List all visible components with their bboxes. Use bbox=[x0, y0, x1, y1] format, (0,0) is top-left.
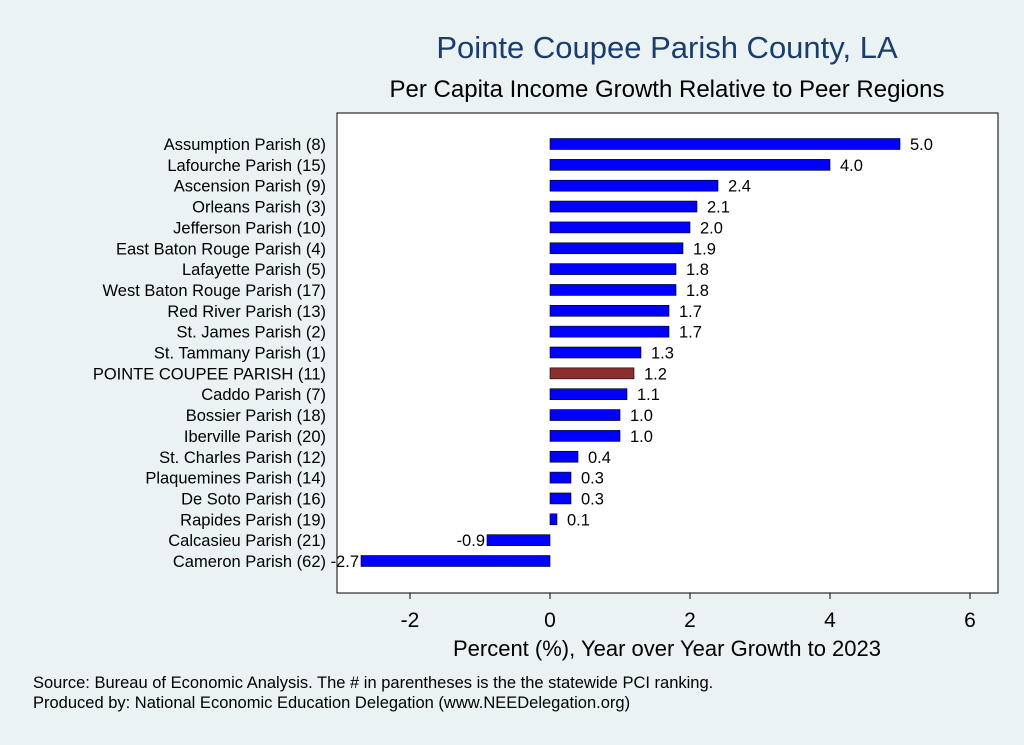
value-label: 1.8 bbox=[686, 261, 709, 279]
bar bbox=[549, 346, 642, 359]
value-label: 0.4 bbox=[588, 449, 611, 467]
category-label: St. James Parish (2) bbox=[177, 324, 326, 342]
category-label: POINTE COUPEE PARISH (11) bbox=[93, 365, 326, 383]
bar bbox=[549, 200, 698, 213]
value-label: 0.3 bbox=[581, 490, 604, 508]
category-label: Jefferson Parish (10) bbox=[173, 219, 326, 237]
bar bbox=[549, 430, 621, 442]
bar bbox=[549, 450, 579, 463]
x-tick-label: 6 bbox=[964, 609, 976, 632]
value-label: 1.2 bbox=[644, 365, 667, 383]
category-label: Orleans Parish (3) bbox=[192, 199, 326, 217]
chart-subtitle: Per Capita Income Growth Relative to Pee… bbox=[390, 76, 945, 103]
category-label: Calcasieu Parish (21) bbox=[168, 532, 326, 550]
bar bbox=[549, 221, 691, 234]
category-label: De Soto Parish (16) bbox=[181, 490, 326, 508]
value-label: 1.0 bbox=[630, 407, 653, 425]
category-label: Rapides Parish (19) bbox=[180, 511, 326, 529]
bar bbox=[549, 263, 677, 275]
x-tick-label: 2 bbox=[684, 609, 696, 632]
highlight-bar bbox=[549, 367, 635, 380]
bar bbox=[549, 471, 572, 484]
bar bbox=[486, 534, 551, 546]
value-label: 0.3 bbox=[581, 470, 604, 488]
category-label: Lafayette Parish (5) bbox=[182, 261, 326, 279]
bar bbox=[549, 242, 684, 255]
producer-footnote: Produced by: National Economic Education… bbox=[33, 694, 630, 712]
value-label: 1.3 bbox=[651, 345, 674, 363]
bar bbox=[549, 304, 670, 317]
category-label: Ascension Parish (9) bbox=[174, 178, 326, 196]
category-label: Bossier Parish (18) bbox=[186, 407, 326, 425]
bar bbox=[549, 388, 628, 401]
category-label: Assumption Parish (8) bbox=[164, 136, 326, 154]
category-label: Red River Parish (13) bbox=[167, 303, 326, 321]
value-label: 2.4 bbox=[728, 178, 751, 196]
value-label: 1.9 bbox=[693, 240, 716, 258]
x-tick-label: -2 bbox=[401, 609, 420, 632]
value-label: 2.0 bbox=[700, 219, 723, 237]
x-tick-label: 4 bbox=[824, 609, 836, 632]
bar bbox=[549, 284, 677, 296]
bar bbox=[549, 138, 901, 150]
plot-area bbox=[336, 112, 999, 594]
value-label: 1.1 bbox=[637, 386, 660, 404]
category-label: Cameron Parish (62) bbox=[173, 553, 326, 571]
bar bbox=[360, 555, 551, 567]
value-label: 1.7 bbox=[679, 324, 702, 342]
value-label: 5.0 bbox=[910, 136, 933, 154]
bar bbox=[549, 179, 719, 192]
value-label: 0.1 bbox=[567, 511, 590, 529]
bars-group: Assumption Parish (8) 5.0 Lafourche Parish… bbox=[93, 136, 933, 571]
bar bbox=[549, 325, 670, 338]
bar bbox=[549, 513, 558, 526]
source-footnote: Source: Bureau of Economic Analysis. The… bbox=[33, 674, 713, 692]
category-label: Iberville Parish (20) bbox=[184, 428, 326, 446]
category-label: Caddo Parish (7) bbox=[201, 386, 326, 404]
value-label: 1.8 bbox=[686, 282, 709, 300]
bar bbox=[549, 159, 831, 171]
value-label: 1.0 bbox=[630, 428, 653, 446]
category-label: Lafourche Parish (15) bbox=[167, 157, 326, 175]
category-label: St. Charles Parish (12) bbox=[159, 449, 326, 467]
category-label: St. Tammany Parish (1) bbox=[154, 345, 326, 363]
value-label: 4.0 bbox=[840, 157, 863, 175]
bar bbox=[549, 492, 572, 505]
value-label: 1.7 bbox=[679, 303, 702, 321]
value-label: 2.1 bbox=[707, 199, 730, 217]
x-axis: -2 0 2 4 6 bbox=[401, 593, 976, 632]
category-label: West Baton Rouge Parish (17) bbox=[103, 282, 326, 300]
category-label: Plaquemines Parish (14) bbox=[145, 470, 326, 488]
value-label: -0.9 bbox=[457, 532, 485, 550]
category-label: East Baton Rouge Parish (4) bbox=[116, 240, 326, 258]
x-axis-title: Percent (%), Year over Year Growth to 20… bbox=[453, 636, 881, 661]
chart-title: Pointe Coupee Parish County, LA bbox=[436, 30, 898, 65]
x-tick-label: 0 bbox=[544, 609, 556, 632]
value-label: -2.7 bbox=[331, 553, 359, 571]
bar bbox=[549, 409, 621, 421]
